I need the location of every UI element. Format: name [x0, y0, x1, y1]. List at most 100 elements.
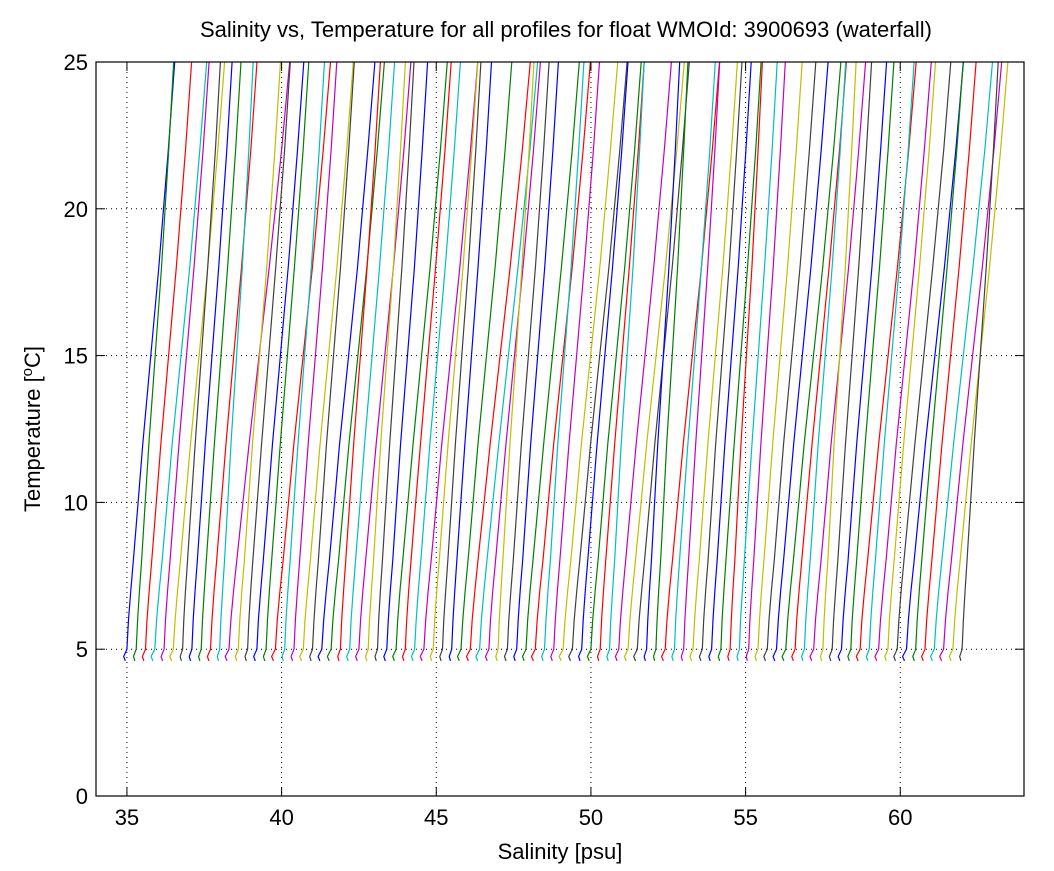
profile-line	[326, 61, 385, 662]
plot-area	[123, 61, 1009, 662]
profile-line	[717, 61, 762, 662]
chart-title: Salinity vs, Temperature for all profile…	[200, 17, 932, 42]
profile-line	[568, 61, 628, 662]
y-tick-label: 15	[64, 344, 88, 369]
profile-line	[698, 61, 743, 662]
profile-line	[234, 61, 282, 662]
profile-line	[169, 61, 226, 662]
y-axis-label-end: C]	[20, 346, 45, 368]
x-tick-label: 35	[115, 805, 139, 830]
profile-line	[337, 61, 381, 662]
profile-line	[558, 61, 619, 662]
profile-line	[216, 61, 254, 662]
profile-line	[392, 61, 448, 662]
profile-line	[819, 61, 857, 662]
profile-line	[652, 61, 689, 662]
profile-line	[374, 61, 415, 662]
profile-line	[188, 61, 233, 662]
profile-line	[495, 61, 535, 662]
profile-line	[290, 61, 338, 662]
y-tick-label: 5	[76, 637, 88, 662]
profile-line	[419, 61, 479, 662]
profile-line	[929, 61, 994, 662]
profile-line	[521, 61, 580, 662]
profile-line	[364, 61, 406, 662]
profile-line	[456, 61, 513, 662]
profile-line	[197, 61, 242, 662]
profile-line	[708, 61, 752, 662]
profile-line	[123, 61, 176, 662]
profile-line	[354, 61, 412, 662]
profile-line	[503, 61, 550, 662]
profile-line	[736, 61, 778, 662]
profile-line	[912, 61, 964, 662]
profile-line	[484, 61, 541, 662]
x-tick-label: 45	[424, 805, 448, 830]
profile-line	[530, 61, 591, 662]
profile-line	[781, 61, 842, 662]
profile-line	[893, 61, 952, 662]
profile-line	[410, 61, 461, 662]
profile-line	[837, 61, 888, 662]
profile-line	[623, 61, 685, 662]
x-tick-label: 55	[733, 805, 757, 830]
profile-line	[754, 61, 803, 662]
profile-line	[448, 61, 493, 662]
y-tick-label: 25	[64, 50, 88, 75]
profile-line	[847, 61, 895, 662]
profile-line	[253, 61, 305, 662]
profile-line	[586, 61, 642, 662]
profile-line	[865, 61, 915, 662]
x-tick-label: 40	[269, 805, 293, 830]
profile-line	[401, 61, 452, 662]
profile-line	[948, 61, 1009, 662]
profile-line	[262, 61, 310, 662]
y-axis-label-main: Temperature [	[20, 376, 45, 512]
profile-line	[596, 61, 645, 662]
profile-line	[633, 61, 690, 662]
y-axis-label-superscript: o	[19, 368, 36, 376]
profile-line	[465, 61, 531, 662]
profile-line	[689, 61, 738, 662]
profile-line	[939, 61, 1003, 662]
profile-line	[299, 61, 354, 662]
profile-line	[541, 61, 585, 662]
profile-line	[475, 61, 539, 662]
profile-line	[745, 61, 786, 662]
profile-line	[671, 61, 716, 662]
profile-line	[224, 61, 291, 662]
profile-line	[959, 61, 999, 662]
y-axis-label: Temperature [oC]	[19, 346, 45, 512]
profile-line	[160, 61, 210, 662]
profile-line	[513, 61, 559, 662]
profile-line	[809, 61, 867, 662]
profile-line	[772, 61, 829, 662]
profile-line	[577, 61, 629, 662]
x-axis-label: Salinity [psu]	[498, 839, 623, 864]
profile-line	[800, 61, 847, 662]
profile-line	[309, 61, 355, 662]
profile-line	[270, 61, 332, 662]
profile-line	[550, 61, 601, 662]
grid-lines	[96, 61, 1024, 797]
profile-line	[281, 61, 326, 662]
profile-line	[429, 61, 479, 662]
profile-line	[643, 61, 681, 662]
profile-line	[660, 61, 721, 662]
profile-line	[884, 61, 937, 662]
profile-line	[614, 61, 672, 662]
profile-line	[680, 61, 721, 662]
profile-line	[346, 61, 396, 662]
profile-line	[317, 61, 376, 662]
profile-line	[727, 61, 763, 662]
profile-line	[791, 61, 847, 662]
y-tick-label: 0	[76, 784, 88, 809]
profile-line	[874, 61, 932, 662]
profile-line	[439, 61, 482, 662]
axes-box	[95, 61, 1025, 797]
profile-line	[179, 61, 221, 662]
profile-line	[763, 61, 817, 662]
profile-line	[606, 61, 645, 662]
profile-line	[141, 61, 193, 662]
